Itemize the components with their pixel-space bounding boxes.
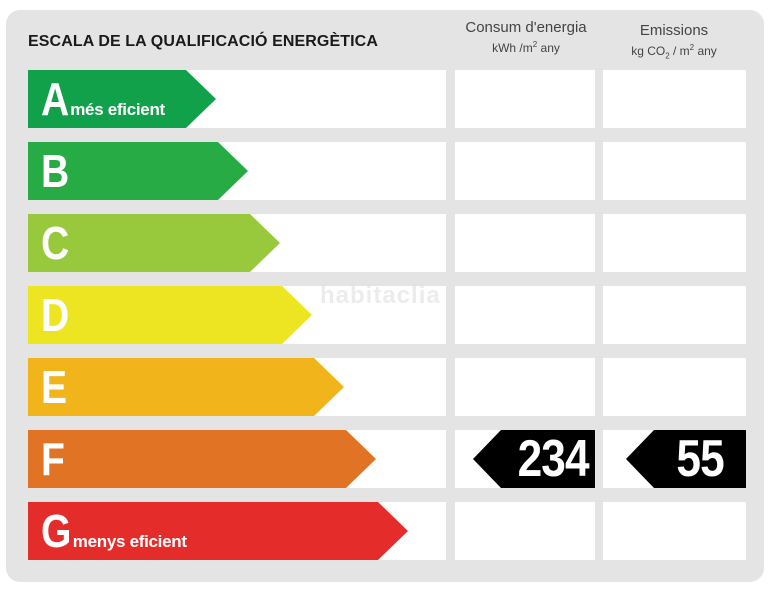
rating-letter: B [41,145,70,197]
consum-cell [455,502,595,560]
consum-cell [455,70,595,128]
rating-note: més eficient [70,100,165,119]
emissions-value-tag: 55 [626,430,746,488]
watermark: habitaclia [320,282,441,309]
consum-header-unit: kWh /m2 any [492,40,560,55]
consum-cell [455,214,595,272]
emissions-cell [603,142,746,200]
consum-column-header: Consum d'energia kWh /m2 any [452,19,600,55]
emissions-cell [603,358,746,416]
rating-arrow-b: B [28,142,248,200]
consum-header-label: Consum d'energia [465,19,587,36]
emissions-cell [603,70,746,128]
emissions-header-label: Emissions [639,22,709,39]
rating-arrow-f: F [28,430,376,488]
consum-cell [455,286,595,344]
emissions-cell [603,214,746,272]
label-title: ESCALA DE LA QUALIFICACIÓ ENERGÈTICA [28,33,378,50]
rating-letter: A [41,73,70,125]
consum-cell [455,142,595,200]
emissions-cell [603,502,746,560]
rating-letter: D [41,289,70,341]
emissions-cell [603,286,746,344]
rating-arrow-c: C [28,214,280,272]
rating-letter: F [41,433,65,485]
consum-value: 234 [517,430,590,488]
rating-letter: C [41,217,70,269]
rating-arrow-e: E [28,358,344,416]
rating-arrow-d: D [28,286,312,344]
rating-letter: G [41,505,72,557]
emissions-header-unit: kg CO2 / m2 any [631,43,717,61]
consum-value-tag: 234 [473,430,595,488]
rating-letter: E [41,361,68,413]
consum-cell [455,358,595,416]
emissions-value: 55 [676,430,725,488]
rating-note: menys eficient [72,532,187,551]
emissions-column-header: Emissions kg CO2 / m2 any [600,22,748,60]
